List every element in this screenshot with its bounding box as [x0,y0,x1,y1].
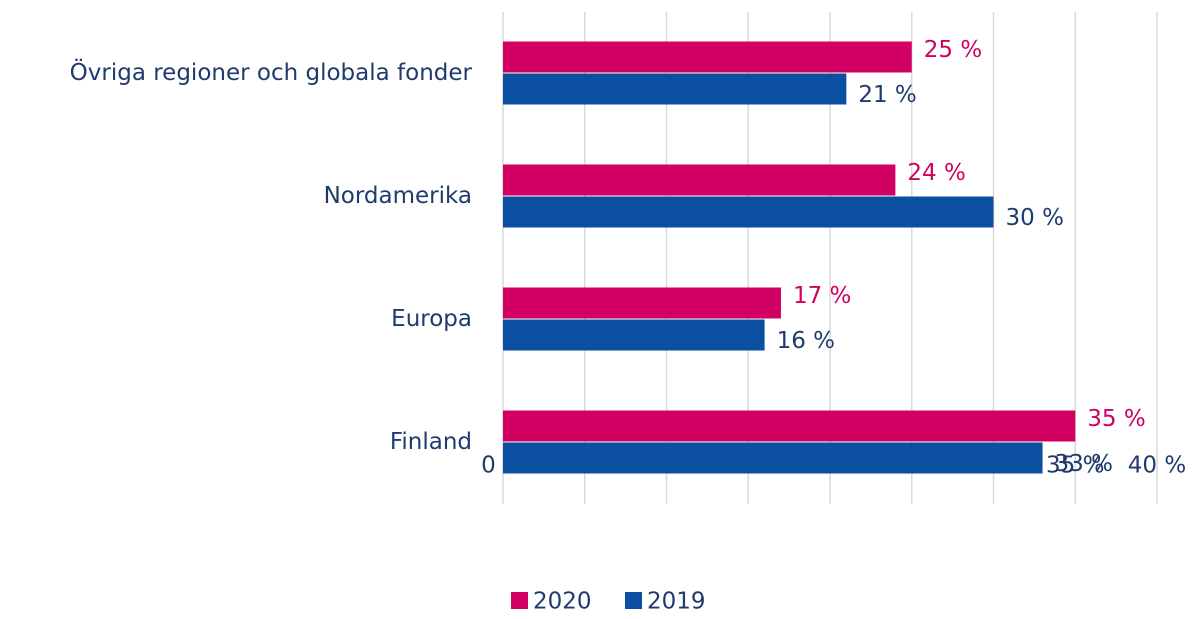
y-tick-label: Övriga regioner och globala fonder [70,58,473,86]
data-label: 35 % [1087,406,1145,432]
legend-swatch [625,592,642,609]
legend-swatch [511,592,528,609]
data-label: 21 % [858,82,916,108]
bar [503,196,994,228]
data-label: 33 % [1055,451,1113,477]
x-tick-label: 35 % [1046,453,1104,479]
bar [503,319,765,351]
bar [503,41,912,73]
bar [503,73,847,105]
data-label: 25 % [924,37,982,63]
bar [503,410,1076,442]
data-label: 17 % [793,283,851,309]
data-label: 24 % [907,160,965,186]
data-label: 16 % [777,328,835,354]
x-tick-label: 40 % [1128,453,1186,479]
y-tick-label: Finland [390,429,472,455]
bar [503,287,781,319]
y-tick-label: Europa [391,306,472,332]
data-label: 30 % [1006,205,1064,231]
legend-label: 2019 [647,589,706,615]
y-tick-label: Nordamerika [324,183,472,209]
bar [503,164,896,196]
bar [503,442,1043,474]
legend-label: 2020 [533,589,592,615]
